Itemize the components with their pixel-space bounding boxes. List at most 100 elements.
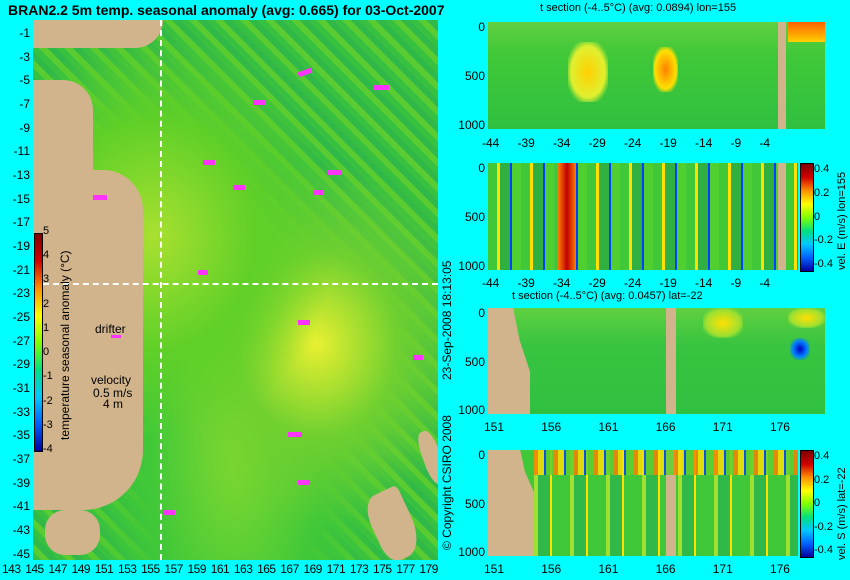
panel-4-colorbar <box>800 450 814 558</box>
x-tick: 173 <box>349 562 369 576</box>
x-tick: -34 <box>553 136 571 150</box>
panel-2-section <box>488 163 798 270</box>
panel-2-colorbar <box>800 163 814 272</box>
x-tick: 151 <box>484 420 505 434</box>
y-tick: -11 <box>13 144 30 159</box>
x-tick: -24 <box>624 136 642 150</box>
x-tick: -29 <box>588 136 606 150</box>
y-tick: -9 <box>19 120 30 135</box>
cbar-tick: 0.2 <box>814 186 830 199</box>
y-tick: -1 <box>19 26 30 40</box>
colorbar-tick: 3 <box>43 273 50 286</box>
x-tick: 179 <box>419 562 438 576</box>
panel-4-cbar-label: vel. S (m/s) lat=-22 <box>836 467 848 560</box>
colorbar-tick: 0 <box>43 346 50 359</box>
x-tick: -44 <box>482 276 500 290</box>
drifter-track <box>288 432 302 437</box>
cbar-tick: -0.4 <box>814 258 833 270</box>
drifter-track <box>313 190 323 195</box>
x-tick: 176 <box>769 420 790 434</box>
drifter-track <box>298 320 310 325</box>
y-tick: 0 <box>478 448 485 462</box>
x-tick: 166 <box>655 562 676 576</box>
y-tick: -17 <box>12 215 30 230</box>
y-tick: -35 <box>12 428 30 443</box>
australia-landmass <box>33 170 143 510</box>
x-tick: 151 <box>484 562 505 576</box>
drifter-track <box>198 270 208 275</box>
x-tick: 157 <box>164 562 183 576</box>
papua-landmass <box>33 20 163 48</box>
x-tick: 177 <box>396 562 415 576</box>
y-tick: 500 <box>464 496 485 511</box>
x-tick: 156 <box>541 562 562 576</box>
colorbar-label: temperature seasonal anomaly (°C) <box>58 250 72 440</box>
y-tick: 1000 <box>458 403 485 417</box>
y-tick: -15 <box>12 191 30 206</box>
panel-4-cbar-ticks: 0.4 0.2 0 -0.2 -0.4 <box>814 450 833 556</box>
panel-1-y-axis: 0 500 1000 <box>455 20 485 132</box>
x-tick: 161 <box>598 562 619 576</box>
x-tick: 151 <box>94 562 114 576</box>
x-tick: 169 <box>303 562 322 576</box>
x-tick: 145 <box>25 562 44 576</box>
x-tick: -9 <box>730 276 742 290</box>
panel-3-y-axis: 0 500 1000 <box>455 306 485 417</box>
panel-4-section <box>488 450 798 556</box>
x-tick: -44 <box>482 136 500 150</box>
velocity-label: velocity <box>91 373 132 387</box>
x-tick: -24 <box>624 276 642 290</box>
x-tick: -29 <box>588 276 606 290</box>
x-tick: 143 <box>2 562 21 576</box>
y-tick: 1000 <box>458 545 485 559</box>
copyright: © Copyright CSIRO 2008 <box>440 415 454 550</box>
cbar-tick: -0.2 <box>814 234 833 247</box>
y-tick: 0 <box>478 161 485 175</box>
panel-1-title: t section (-4..5°C) (avg: 0.0894) lon=15… <box>540 2 737 14</box>
drifter-label: drifter <box>95 322 126 336</box>
y-tick: -27 <box>12 333 30 348</box>
drifter-track <box>253 100 265 105</box>
y-tick: 500 <box>464 69 485 83</box>
y-tick: -21 <box>12 262 30 277</box>
map-title: BRAN2.2 5m temp. seasonal anomaly (avg: … <box>8 2 445 18</box>
y-tick: -31 <box>12 381 30 396</box>
y-tick: -13 <box>12 168 30 183</box>
cbar-tick: 0 <box>814 210 821 223</box>
colorbar-tick: -3 <box>43 418 53 431</box>
colorbar-tick: 5 <box>43 225 50 237</box>
y-tick: -37 <box>12 452 30 467</box>
panel-3-x-axis: 151 156 161 166 171 176 <box>484 420 790 434</box>
drifter-track <box>328 170 342 175</box>
x-tick: -39 <box>517 136 535 150</box>
x-tick: -14 <box>695 136 713 150</box>
x-tick: 167 <box>280 562 299 576</box>
cbar-tick: 0.2 <box>814 473 830 486</box>
y-tick: -41 <box>12 499 30 514</box>
section-line-lat <box>33 283 438 285</box>
x-tick: 175 <box>373 562 392 576</box>
drifter-track <box>413 355 423 360</box>
y-tick: 1000 <box>458 259 485 273</box>
x-tick: 149 <box>71 562 91 576</box>
panel-2-cbar-label: vel. E (m/s) lon=155 <box>836 171 848 270</box>
x-tick: -39 <box>517 276 535 290</box>
timestamp: 23-Sep-2008 18:13:05 <box>440 260 454 380</box>
y-tick: -45 <box>12 546 30 561</box>
drifter-track <box>373 85 389 90</box>
colorbar-tick: 1 <box>43 321 50 334</box>
x-tick: 147 <box>48 562 67 576</box>
colorbar-ticks: 5 4 3 2 1 0 -1 -2 -3 -4 <box>43 225 53 455</box>
y-tick: 0 <box>478 306 485 320</box>
cbar-tick: -0.2 <box>814 520 833 533</box>
map-y-axis: -1 -3 -5 -7 -9 -11 -13 -15 -17 -19 -21 -… <box>0 26 30 561</box>
x-tick: 165 <box>257 562 276 576</box>
cbar-tick: 0 <box>814 497 821 509</box>
x-tick: -19 <box>659 136 677 150</box>
colorbar-tick: -4 <box>43 442 53 455</box>
panel-1-x-axis: -44 -39 -34 -29 -24 -19 -14 -9 -4 <box>482 136 770 150</box>
cape-york-landmass <box>33 80 93 175</box>
cbar-tick: 0.4 <box>814 450 830 462</box>
x-tick: 176 <box>769 562 790 576</box>
tasmania-landmass <box>45 510 100 555</box>
